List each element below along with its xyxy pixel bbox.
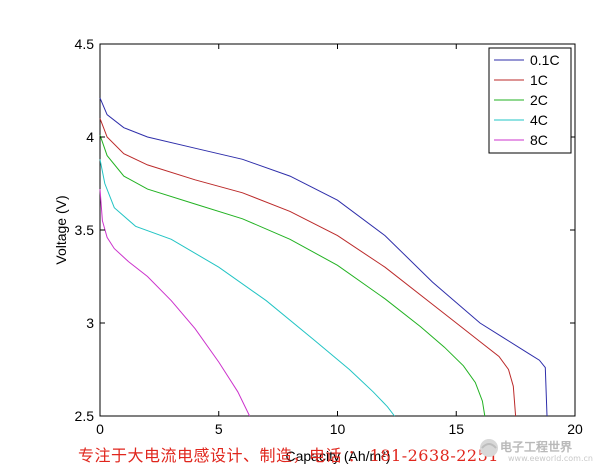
y-tick-label: 4.5 [75,36,95,52]
series-line-0.1c [99,97,548,417]
y-axis-ticks: 2.5 3 3.5 4 4.5 [75,36,575,424]
legend-label-1c: 1C [530,72,548,88]
series-lines [99,97,548,417]
x-tick-label: 10 [330,421,346,437]
legend-label-8c: 8C [530,132,548,148]
legend: 0.1C 1C 2C 4C 8C [488,47,572,154]
legend-label-4c: 4C [530,112,548,128]
y-tick-label: 3.5 [75,222,95,238]
y-tick-label: 3 [86,315,94,331]
logo-subtext: www.eeworld.com.cn [508,454,593,463]
series-line-4c [99,159,395,417]
x-axis-ticks: 0 5 10 15 20 [96,44,583,437]
series-line-2c [99,134,486,417]
x-tick-label: 20 [567,421,583,437]
x-tick-label: 5 [215,421,223,437]
logo-text: 电子工程世界 [500,440,573,454]
y-axis-label: Voltage (V) [53,195,69,264]
y-tick-label: 4 [86,129,94,145]
x-axis-label: Capacity (Ah/m²) [285,448,390,464]
x-tick-label: 15 [448,421,464,437]
y-tick-label: 2.5 [75,408,95,424]
x-tick-label: 0 [96,421,104,437]
watermark-text: 专注于大电流电感设计、制造，电话 ： 181-2638-2251 [78,446,499,465]
series-line-1c [99,118,517,417]
series-line-8c [99,189,251,417]
legend-label-0.1c: 0.1C [530,52,560,68]
eeworld-logo: 电子工程世界 www.eeworld.com.cn [478,432,596,466]
globe-icon [480,439,498,457]
legend-label-2c: 2C [530,92,548,108]
